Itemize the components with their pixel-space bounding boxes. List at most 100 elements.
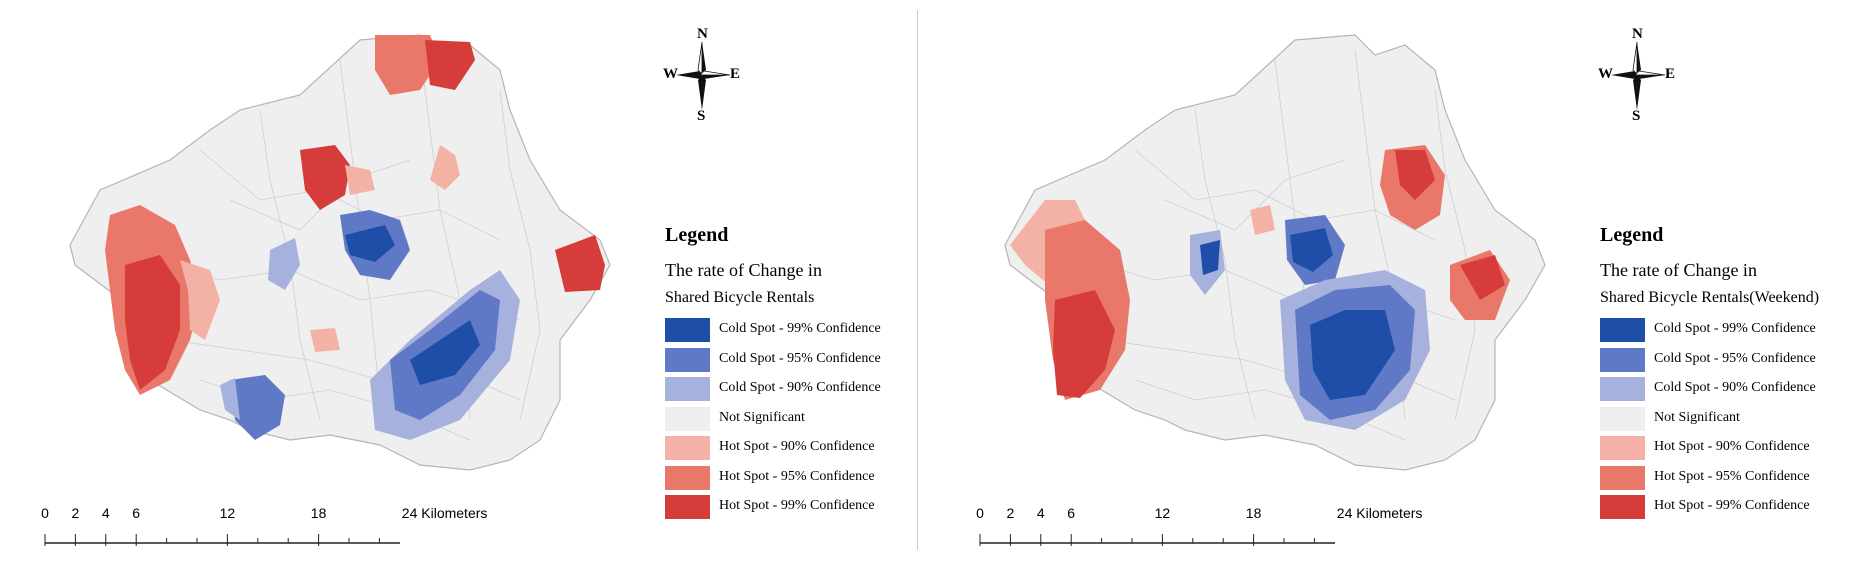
scale-bar: 0 2 4 6 12 18 24 Kilometers <box>975 505 1422 546</box>
scale-bar-label: 0 <box>41 505 49 521</box>
legend-label: Cold Spot - 95% Confidence <box>719 350 881 366</box>
hotspot-center-90 <box>310 328 340 352</box>
coldspot-southwest-95 <box>230 375 285 440</box>
legend-item: Not Significant <box>1600 406 1819 436</box>
scale-bar-label: 0 <box>976 505 984 521</box>
coldspot-center-99 <box>1290 228 1333 272</box>
legend-swatch <box>665 377 710 401</box>
compass-star-icon <box>676 41 731 110</box>
scale-bar-label: 4 <box>101 505 110 521</box>
coldspot-southeast-99 <box>410 320 480 385</box>
coldspot-southwest-90 <box>220 378 240 420</box>
legend-label: Cold Spot - 90% Confidence <box>1654 380 1816 395</box>
legend-item: Hot Spot - 99% Confidence <box>1600 494 1819 524</box>
scale-bar-label: 4 <box>1036 505 1045 521</box>
legend-title: Legend <box>1600 224 1664 246</box>
scale-bar: 0 2 4 6 12 18 24 Kilometers <box>40 505 487 546</box>
coldspot-west-90 <box>268 238 300 290</box>
scale-bar-label: 2 <box>71 505 80 521</box>
legend-swatch <box>1600 318 1645 342</box>
legend-swatch <box>1600 347 1645 372</box>
coldspot-west-99 <box>1200 240 1220 275</box>
legend-swatch <box>665 318 710 342</box>
legend-swatch <box>665 406 710 431</box>
legend-label: Hot Spot - 99% Confidence <box>1654 498 1810 513</box>
scale-bar-label: 12 <box>219 505 236 521</box>
legend-label: Not Significant <box>1654 409 1740 425</box>
legend-swatch <box>665 347 710 372</box>
hotspot-northwest-99 <box>300 145 350 210</box>
coldspot-center-99 <box>345 225 395 262</box>
legend-subtitle-line1: The rate of Change in <box>665 260 822 280</box>
legend-items: Cold Spot - 99% Confidence Cold Spot - 95… <box>665 317 881 524</box>
legend: Legend The rate of Change in Shared Bicy… <box>1600 224 1819 524</box>
hotspot-north-95 <box>375 35 440 95</box>
legend-item: Hot Spot - 95% Confidence <box>665 465 875 495</box>
compass-s: S <box>697 108 706 124</box>
legend-item: Cold Spot - 90% Confidence <box>665 376 881 406</box>
legend-label: Hot Spot - 95% Confidence <box>719 468 875 484</box>
legend-label: Cold Spot - 99% Confidence <box>719 321 881 336</box>
hotspot-north-90 <box>1250 205 1275 235</box>
scale-bar-graphic <box>979 534 1335 546</box>
legend-swatch <box>1600 495 1645 519</box>
hotspot-east-99 <box>1460 255 1505 300</box>
legend-subtitle-line1: The rate of Change in <box>1600 260 1757 280</box>
hotspot-map-weekend <box>1004 34 1546 471</box>
scale-bar-label: 6 <box>132 505 141 521</box>
legend-label: Cold Spot - 99% Confidence <box>1654 321 1816 336</box>
hotspot-west-99 <box>125 255 180 390</box>
legend-label: Cold Spot - 90% Confidence <box>719 380 881 395</box>
legend-item: Hot Spot - 95% Confidence <box>1600 465 1819 495</box>
hotspot-northeast-99 <box>1395 150 1435 200</box>
hotspot-north-99 <box>425 40 475 90</box>
district-boundaries <box>1084 49 1476 441</box>
legend-label: Hot Spot - 95% Confidence <box>1654 468 1810 484</box>
legend-item: Cold Spot - 99% Confidence <box>1600 317 1819 347</box>
legend-items: Cold Spot - 99% Confidence Cold Spot - 95… <box>1600 317 1819 524</box>
compass-e: E <box>1665 66 1676 82</box>
legend-item: Not Significant <box>665 406 822 436</box>
scale-bar-label: 12 <box>1154 505 1171 521</box>
hotspot-north-90 <box>430 145 460 190</box>
scale-bar-label: 6 <box>1067 505 1076 521</box>
scale-bar-label: 2 <box>1006 505 1015 521</box>
legend-item: Cold Spot - 90% Confidence <box>1600 376 1819 406</box>
legend-swatch <box>665 465 710 490</box>
compass-w: W <box>663 66 678 82</box>
legend-item: Cold Spot - 99% Confidence <box>665 317 881 347</box>
legend-label: Not Significant <box>719 409 805 425</box>
compass-star-icon <box>1611 41 1666 110</box>
scale-bar-graphic <box>44 534 400 546</box>
legend: Legend The rate of Change in Shared Bicy… <box>665 224 881 524</box>
scale-bar-label: 24 Kilometers <box>1336 505 1423 521</box>
legend-swatch <box>1600 436 1645 460</box>
legend-swatch <box>665 436 710 460</box>
north-arrow: N S W E <box>1597 26 1677 124</box>
panel-divider <box>917 10 918 550</box>
legend-label: Hot Spot - 99% Confidence <box>719 498 875 513</box>
legend-title: Legend <box>665 224 729 246</box>
scale-bar-label: 24 Kilometers <box>401 505 488 521</box>
compass-w: W <box>1598 66 1613 82</box>
north-arrow: N S W E <box>662 26 742 124</box>
hotspot-map <box>69 34 611 471</box>
legend-item: Hot Spot - 99% Confidence <box>665 494 875 524</box>
compass-n: N <box>697 26 708 42</box>
hotspot-northwest-90 <box>345 165 375 195</box>
legend-swatch <box>1600 465 1645 490</box>
coldspot-south-99 <box>1310 310 1395 400</box>
legend-item: Cold Spot - 95% Confidence <box>665 347 881 377</box>
compass-e: E <box>730 66 741 82</box>
compass-s: S <box>1632 108 1641 124</box>
legend-swatch <box>1600 377 1645 401</box>
legend-subtitle-line2: Shared Bicycle Rentals(Weekend) <box>1600 289 1820 306</box>
legend-subtitle-line2: Shared Bicycle Rentals <box>665 289 815 306</box>
scale-bar-label: 18 <box>310 505 327 521</box>
legend-swatch <box>665 495 710 519</box>
legend-label: Hot Spot - 90% Confidence <box>1654 439 1810 454</box>
hotspot-east-99 <box>555 235 605 292</box>
hotspot-west-99 <box>1053 290 1115 398</box>
legend-item: Hot Spot - 90% Confidence <box>665 435 875 465</box>
legend-item: Hot Spot - 90% Confidence <box>1600 435 1819 465</box>
